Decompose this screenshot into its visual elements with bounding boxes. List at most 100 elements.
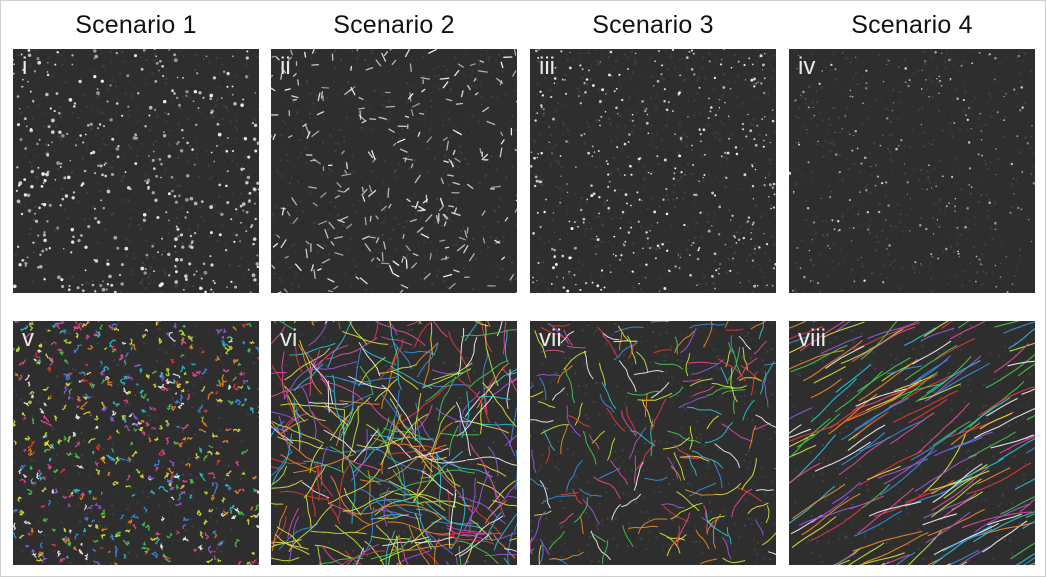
trajectory	[860, 321, 898, 360]
trajectory	[428, 422, 453, 480]
particle-streaks	[271, 49, 517, 293]
trajectory	[706, 387, 735, 397]
trajectory	[582, 499, 600, 525]
trajectory	[691, 450, 723, 469]
trajectory	[417, 545, 440, 565]
trajectory	[124, 529, 131, 534]
trajectory	[726, 527, 732, 545]
trajectory	[65, 555, 69, 559]
trajectory	[280, 453, 317, 473]
trajectory	[257, 406, 259, 411]
trajectory	[530, 478, 549, 490]
trajectory	[414, 536, 455, 544]
trajectory	[628, 427, 647, 459]
trajectory	[400, 466, 406, 499]
trajectory	[140, 419, 145, 423]
trajectory	[551, 387, 565, 401]
trajectory	[235, 460, 240, 467]
trajectory	[724, 321, 729, 328]
trajectory	[413, 464, 426, 503]
trajectory	[432, 368, 471, 381]
trajectory	[319, 556, 321, 565]
trajectory	[789, 462, 821, 484]
trajectories	[789, 321, 1035, 565]
trajectory	[714, 482, 742, 496]
trajectory	[50, 341, 57, 346]
trajectory	[432, 321, 448, 338]
trajectory	[175, 484, 179, 490]
trajectory	[227, 345, 233, 351]
trajectory	[237, 362, 242, 366]
trajectory	[39, 542, 43, 549]
trajectory	[37, 469, 41, 473]
trajectory	[387, 321, 398, 336]
trajectory	[458, 495, 507, 525]
trajectory	[67, 503, 71, 508]
trajectory	[275, 533, 310, 555]
trajectory	[70, 491, 74, 495]
panel-label-ii: ii	[280, 53, 291, 80]
panel-label-vii: vii	[539, 325, 562, 352]
trajectory	[159, 371, 164, 378]
trajectory	[203, 409, 209, 413]
trajectory	[123, 424, 131, 432]
trajectory	[127, 519, 133, 524]
trajectory	[327, 502, 357, 517]
trajectory	[249, 340, 255, 345]
trajectory	[119, 514, 125, 520]
trajectory	[654, 349, 672, 354]
trajectory	[925, 511, 971, 544]
trajectory	[22, 416, 27, 421]
trajectory	[469, 477, 476, 534]
column-title-scenario-1: Scenario 1	[75, 11, 197, 39]
trajectory	[432, 450, 464, 479]
trajectory	[942, 528, 993, 552]
trajectory	[94, 502, 102, 510]
trajectory	[68, 492, 74, 498]
trajectory	[128, 338, 133, 346]
trajectory	[182, 324, 186, 328]
trajectory	[765, 505, 770, 523]
trajectory	[599, 394, 615, 413]
trajectory	[251, 475, 257, 480]
trajectory	[459, 532, 492, 557]
trajectory	[257, 356, 259, 360]
trajectory	[170, 405, 176, 412]
trajectory	[493, 513, 517, 551]
trajectory	[126, 474, 131, 481]
trajectory	[311, 411, 335, 435]
panel-vi-tracks-image: vi	[271, 321, 517, 565]
trajectory	[26, 488, 33, 496]
trajectory	[747, 502, 769, 515]
trajectory	[1022, 520, 1035, 529]
trajectory	[182, 479, 188, 483]
trajectory	[863, 532, 929, 564]
trajectory	[689, 378, 713, 387]
trajectory	[174, 474, 180, 479]
trajectory	[530, 435, 531, 437]
trajectory	[707, 515, 725, 523]
trajectory	[65, 382, 71, 387]
trajectory	[852, 530, 923, 552]
panel-ii-spots-image: ii	[271, 49, 517, 293]
trajectory	[99, 360, 104, 365]
trajectory	[742, 399, 755, 421]
trajectory	[94, 330, 101, 339]
trajectory	[395, 535, 402, 565]
trajectory	[20, 324, 29, 332]
trajectory	[436, 451, 442, 508]
trajectory	[194, 452, 201, 460]
trajectory	[1024, 434, 1035, 440]
trajectory	[213, 555, 217, 561]
trajectory	[149, 489, 156, 495]
trajectory	[91, 450, 95, 455]
trajectory	[692, 385, 715, 397]
trajectory	[144, 549, 149, 555]
trajectory	[17, 496, 22, 503]
trajectory	[388, 535, 399, 565]
trajectories	[530, 321, 776, 565]
trajectory	[86, 321, 91, 324]
trajectory	[437, 376, 457, 421]
trajectory	[476, 481, 505, 499]
trajectory	[48, 457, 53, 463]
